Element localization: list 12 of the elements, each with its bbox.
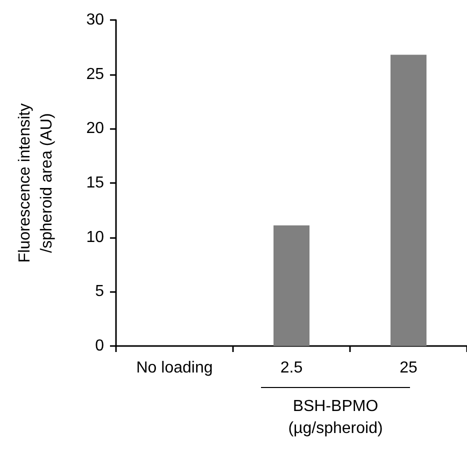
x-axis-title: BSH-BPMO (µg/spheroid) [287,397,384,439]
y-tick-label: 25 [86,66,104,83]
y-tick-label: 20 [86,120,104,138]
y-tick-label: 5 [95,283,104,300]
y-tick-label: 30 [86,12,104,28]
x-tick-label: 25 [400,360,418,376]
y-tick-label: 0 [95,338,104,354]
x-tick-label: 2.5 [280,360,303,376]
x-tick-label: No loading [136,360,213,376]
y-axis-title: Fluorescence intensity /spheroid area (AU) [16,103,56,263]
y-tick-label: 15 [86,174,104,192]
y-tick-label: 10 [86,228,104,246]
